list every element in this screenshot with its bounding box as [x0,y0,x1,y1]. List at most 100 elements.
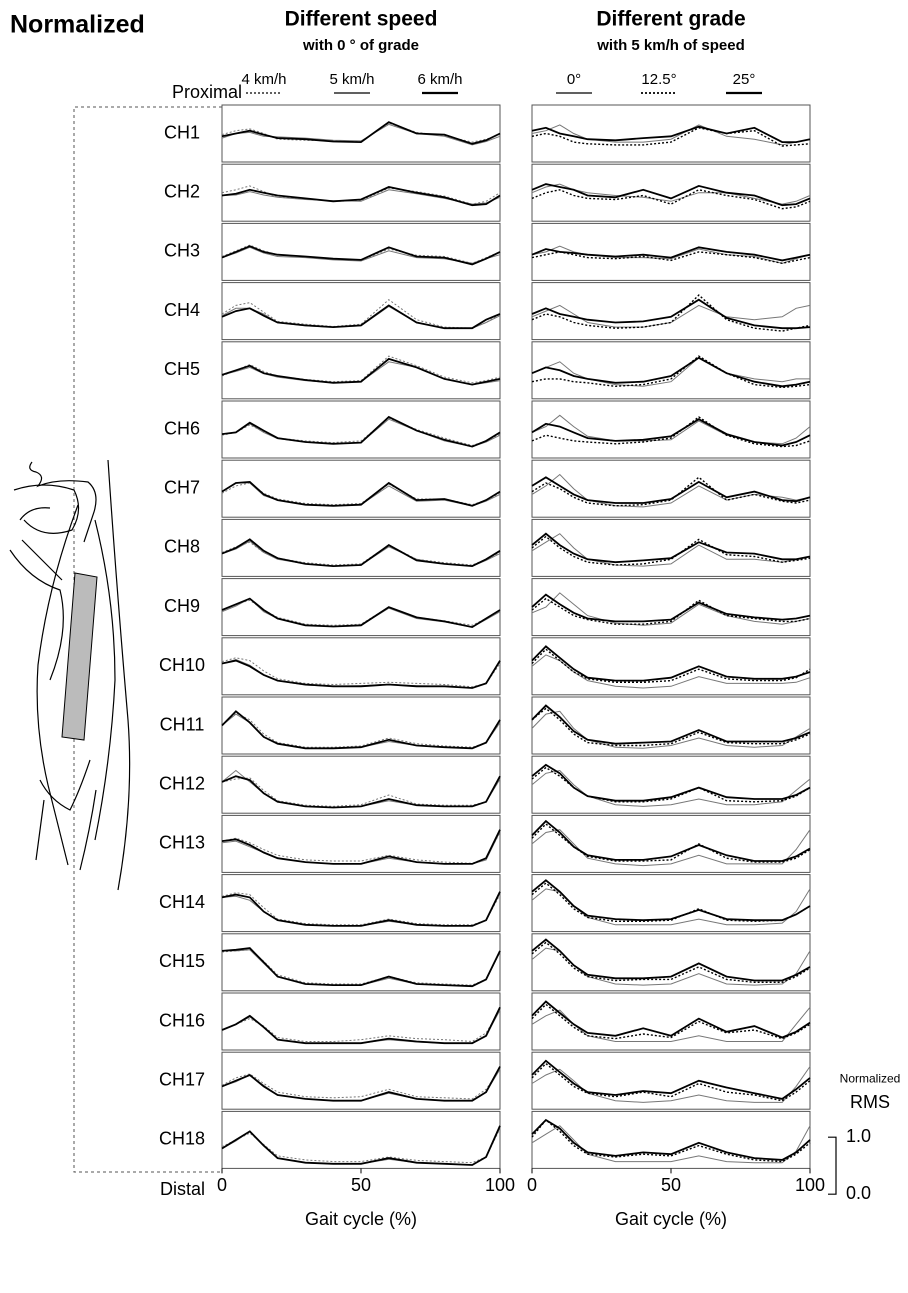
emg-curve [222,1069,500,1100]
emg-curve [532,127,810,142]
x-axis-label: Gait cycle (%) [615,1209,727,1229]
emg-curve [222,771,500,808]
channel-label: CH8 [164,537,200,557]
figure-title: Normalized [10,11,145,39]
channel-label: CH3 [164,241,200,261]
emg-curve [222,599,500,628]
emg-curve [532,419,810,445]
emg-curve [532,1126,810,1163]
x-tick-label: 100 [485,1175,515,1195]
emg-curve [222,1069,500,1099]
emg-curve [532,477,810,503]
emg-curve [222,1126,500,1165]
panel-frame [222,283,500,340]
emg-curve [532,184,810,205]
panel-frame [222,342,500,399]
panel-frame [532,342,810,399]
emg-curve [532,646,810,680]
emg-curve [532,415,810,444]
panel-frame [532,164,810,221]
channel-label: CH10 [159,655,205,675]
panel-frame [532,283,810,340]
legend-label: 12.5° [641,71,676,88]
channel-label: CH17 [159,1069,205,1089]
emg-curve [222,948,500,986]
scale-title: Normalized [840,1071,901,1085]
emg-curve [532,1120,810,1162]
channel-label: CH12 [159,773,205,793]
emg-curve [532,655,810,688]
emg-curve [532,940,810,981]
chart-title: Different speed [285,8,438,31]
x-tick-label: 0 [527,1175,537,1195]
emg-curve [532,880,810,920]
emg-curve [532,1004,810,1038]
panel-frame [222,519,500,576]
page: Normalized Proximal Distal CH1CH2CH3CH4C… [0,0,908,1293]
legend-label: 25° [733,71,756,88]
emg-curve [532,358,810,387]
emg-curve [222,950,500,985]
emg-curve [222,1067,500,1101]
channel-label: CH5 [164,359,200,379]
emg-curve [532,821,810,861]
emg-curve [222,482,500,506]
emg-curve [222,830,500,864]
panel-frame [222,105,500,162]
scale-title: RMS [850,1092,890,1112]
emg-curve [532,247,810,260]
emg-curve [532,708,810,745]
legend-label: 4 km/h [241,71,286,88]
emg-curve [222,600,500,625]
x-tick-label: 50 [351,1175,371,1195]
channel-label: CH4 [164,300,200,320]
emg-curve [222,893,500,925]
emg-curve [222,1010,500,1041]
emg-curve [222,713,500,747]
emg-curve [532,706,810,744]
panel-frame [222,579,500,636]
channel-label: CH18 [159,1129,205,1149]
emg-curve [532,295,810,331]
x-tick-label: 100 [795,1175,825,1195]
distal-label: Distal [160,1179,205,1199]
scale-label: 0.0 [846,1183,871,1203]
scale-label: 1.0 [846,1126,871,1146]
emg-curve [222,714,500,748]
emg-curve [532,948,810,985]
legend-label: 6 km/h [417,71,462,88]
panel-frame [222,993,500,1050]
x-tick-label: 50 [661,1175,681,1195]
emg-curve [222,541,500,566]
panel-frame [222,401,500,458]
emg-curve [222,305,500,328]
channel-label: CH11 [160,714,205,734]
channel-label: CH7 [164,477,200,497]
panel-frame [222,875,500,932]
emg-curve [532,477,810,506]
channel-label: CH9 [164,596,200,616]
panel-frame [532,401,810,458]
channel-label: CH1 [164,122,200,142]
emg-curve [532,475,810,507]
panel-frame [222,697,500,754]
channel-label: CH2 [164,181,200,201]
figure: Normalized Proximal Distal CH1CH2CH3CH4C… [0,0,908,1293]
channel-label: CH14 [159,892,205,912]
panel-frame [532,579,810,636]
emg-curve [532,356,810,387]
emg-curve [532,711,810,748]
emg-curve [222,711,500,748]
emg-curve [532,595,810,622]
electrode-array [62,573,97,740]
panel-frame [222,1111,500,1168]
emg-curve [222,542,500,565]
emg-curve [532,765,810,801]
channel-label: CH6 [164,418,200,438]
legend-label: 0° [567,71,581,88]
chart-subtitle: with 0 ° of grade [302,37,419,54]
x-axis-label: Gait cycle (%) [305,1209,417,1229]
panel-frame [222,756,500,813]
emg-curve [532,883,810,921]
emg-curve [532,1061,810,1099]
